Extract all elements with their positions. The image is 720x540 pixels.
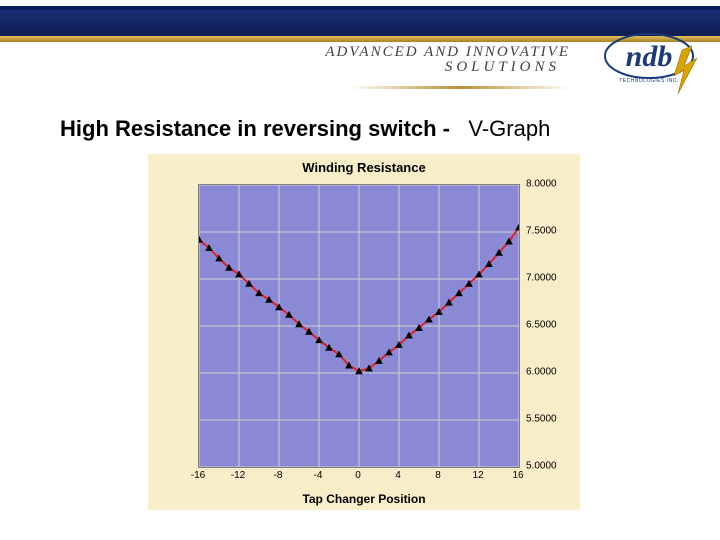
company-logo: ndb TECHNOLOGIES INC. [604, 28, 704, 98]
tagline: ADVANCED AND INNOVATIVE SOLUTIONS [270, 44, 570, 94]
page-title-strong: High Resistance in reversing switch - [60, 116, 450, 141]
logo-subtitle: TECHNOLOGIES INC. [619, 78, 679, 84]
y-tick-label: 7.5000 [526, 226, 557, 237]
y-tick-label: 5.5000 [526, 414, 557, 425]
chart-container: Winding Resistance Resistance in millioh… [148, 154, 580, 510]
tagline-line-2: SOLUTIONS [270, 59, 560, 76]
x-tick-label: 8 [435, 470, 441, 481]
plot-area [198, 184, 520, 468]
page-title: High Resistance in reversing switch - V-… [60, 116, 550, 142]
x-tick-label: 16 [512, 470, 523, 481]
x-tick-labels: -16-12-8-40481216 [198, 470, 518, 486]
ndb-logo-icon: ndb TECHNOLOGIES INC. [604, 28, 704, 98]
chart-svg [199, 185, 519, 467]
x-tick-label: -16 [191, 470, 205, 481]
svg-text:ndb: ndb [626, 40, 673, 73]
y-tick-label: 8.0000 [526, 179, 557, 190]
x-tick-label: -8 [274, 470, 283, 481]
x-tick-label: -12 [231, 470, 245, 481]
y-tick-label: 7.0000 [526, 273, 557, 284]
x-tick-label: 4 [395, 470, 401, 481]
y-tick-label: 6.5000 [526, 320, 557, 331]
header-band: ADVANCED AND INNOVATIVE SOLUTIONS ndb TE… [0, 0, 720, 80]
page-title-light-text: V-Graph [468, 116, 550, 141]
tagline-underline [350, 86, 570, 89]
page-title-light [456, 116, 468, 141]
y-tick-labels: 5.00005.50006.00006.50007.00007.50008.00… [522, 184, 580, 466]
y-tick-label: 6.0000 [526, 367, 557, 378]
x-tick-label: 12 [472, 470, 483, 481]
chart-title: Winding Resistance [148, 160, 580, 175]
x-tick-label: -4 [314, 470, 323, 481]
x-tick-label: 0 [355, 470, 361, 481]
y-tick-label: 5.0000 [526, 461, 557, 472]
x-axis-label: Tap Changer Position [148, 492, 580, 506]
